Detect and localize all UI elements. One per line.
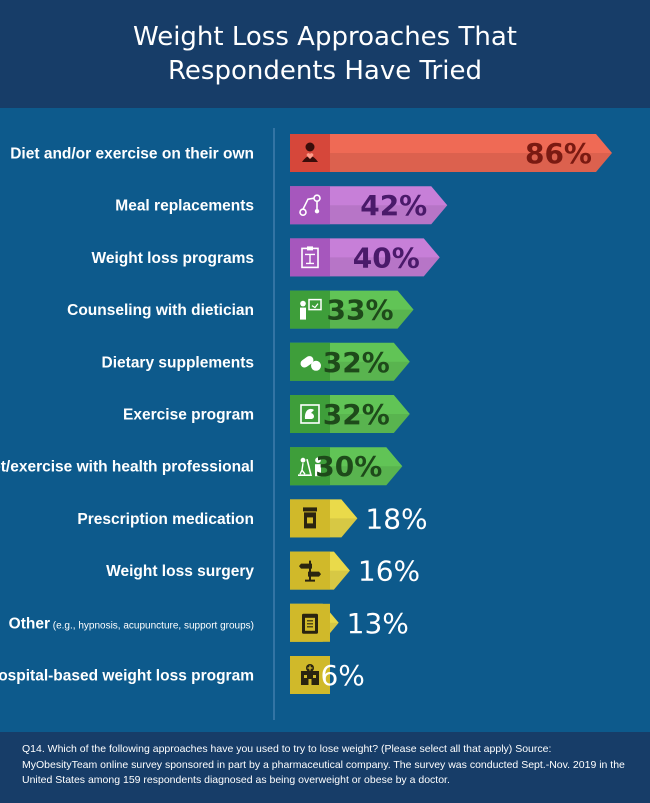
category-label: Dietary supplements: [102, 354, 254, 371]
person-heart-icon: [302, 142, 318, 162]
value-label: 42%: [360, 189, 427, 222]
category-label: Prescription medication: [77, 511, 254, 528]
pill-bottle-icon: [303, 507, 317, 529]
scale-clipboard-icon: [301, 246, 319, 269]
hospital-icon: [301, 664, 319, 685]
category-label: Exercise program: [123, 407, 254, 424]
category-label: Counseling with dietician: [67, 302, 254, 319]
footnote-text: Q14. Which of the following approaches h…: [22, 743, 625, 786]
bar-shade: [290, 153, 612, 172]
clipboard-icon: [302, 613, 318, 634]
footnote: Q14. Which of the following approaches h…: [0, 732, 650, 803]
icon-box: [290, 134, 330, 172]
value-label: 40%: [353, 241, 420, 274]
pill-icon: [300, 356, 321, 371]
value-label: 32%: [323, 346, 390, 379]
value-label: 33%: [327, 294, 394, 327]
value-label: 18%: [365, 502, 427, 535]
category-label: Weight loss programs: [92, 250, 255, 267]
value-label: 16%: [358, 555, 420, 588]
bar-chart: Diet and/or exercise on their own 86% Meal…: [0, 128, 612, 720]
route-map-icon: [299, 194, 321, 216]
value-label: 86%: [525, 137, 592, 170]
flexed-arm-icon: [300, 404, 320, 424]
value-label: 6%: [320, 659, 364, 692]
category-label: Hospital-based weight loss program: [0, 668, 254, 685]
counselor-board-icon: [300, 298, 322, 320]
treadmill-doctor-icon: [298, 457, 321, 477]
category-label: Diet and/or exercise on their own: [10, 146, 254, 163]
chart-title-line-2: Respondents Have Tried: [168, 56, 482, 86]
header: Weight Loss Approaches That Respondents …: [0, 0, 650, 108]
value-label: 30%: [315, 450, 382, 483]
category-label: Meal replacements: [115, 198, 254, 215]
signpost-icon: [299, 560, 321, 582]
icon-box: [290, 186, 330, 225]
category-label: Weight loss surgery: [106, 563, 254, 580]
value-label: 13%: [347, 607, 409, 640]
category-label: Other (e.g., hypnosis, acupuncture, supp…: [9, 615, 254, 632]
bar: [290, 134, 612, 172]
value-label: 32%: [323, 398, 390, 431]
category-label: Diet/exercise with health professional: [0, 459, 254, 476]
icon-box: [290, 447, 330, 486]
chart-title-line-1: Weight Loss Approaches That: [133, 22, 517, 52]
